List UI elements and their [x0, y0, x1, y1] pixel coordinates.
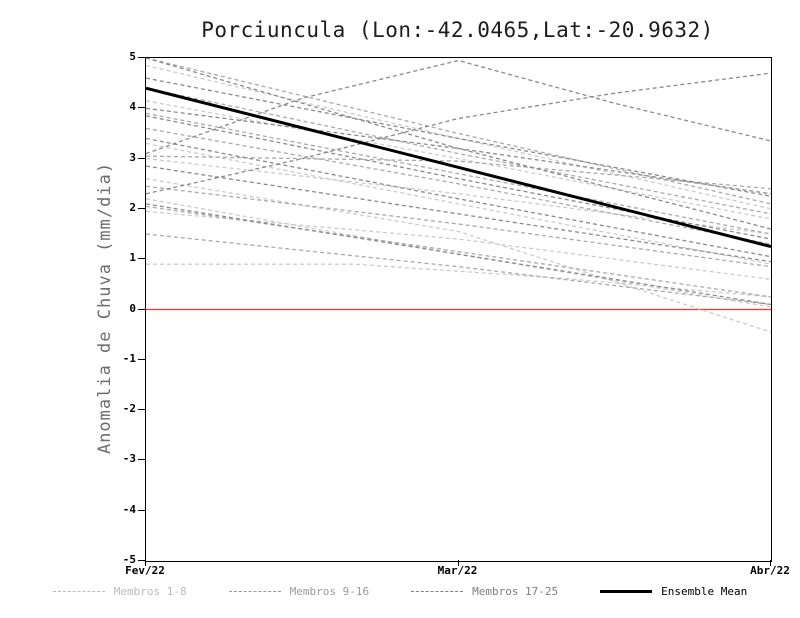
y-tick-mark: [138, 57, 145, 58]
series-membro-11: [146, 185, 771, 268]
legend-line-sample: [52, 591, 105, 592]
series-ensemble-mean: [146, 86, 771, 249]
legend-item-membros-17-25: Membros 17-25: [411, 585, 558, 598]
y-tick-mark: [138, 308, 145, 310]
series-membro-20: [146, 115, 771, 240]
y-tick-mark: [138, 157, 145, 159]
y-tick-label: -4: [122, 502, 136, 516]
x-tick-mark: [145, 560, 146, 566]
y-tick-mark: [138, 258, 145, 260]
legend-label: Membros 9-16: [289, 585, 370, 598]
legend-item-membros-1-8: Membros 1-8: [52, 585, 187, 598]
y-tick-mark: [138, 207, 145, 209]
series-membro-24: [146, 203, 771, 306]
series-membro-4: [146, 100, 771, 220]
y-tick-label: 3: [129, 150, 136, 164]
y-tick-mark: [138, 509, 145, 511]
y-tick-label: -2: [122, 402, 136, 416]
series-membro-18: [146, 59, 771, 155]
series-membro-2: [146, 178, 771, 333]
y-tick-mark: [138, 107, 145, 109]
series-membro-21: [146, 165, 771, 263]
x-tick-mark: [457, 560, 459, 566]
y-tick-mark: [138, 358, 145, 360]
y-tick-mark: [138, 459, 145, 461]
legend-label: Membros 1-8: [113, 585, 187, 598]
y-tick-label: -3: [122, 452, 136, 466]
legend-line-sample: [228, 591, 281, 592]
series-membro-23: [146, 137, 771, 258]
legend-label: Ensemble Mean: [661, 585, 748, 598]
series-membro-16: [146, 58, 771, 205]
x-tick-label: Abr/22: [750, 564, 790, 577]
series-membro-19: [146, 72, 771, 195]
series-membro-12: [146, 87, 771, 215]
y-tick-mark: [138, 409, 145, 411]
y-tick-label: 1: [129, 251, 136, 265]
series-membro-9: [146, 112, 771, 235]
x-tick-label: Fev/22: [125, 564, 165, 577]
y-tick-label: 5: [129, 50, 136, 63]
x-tick-mark: [770, 560, 771, 566]
y-tick-label: 2: [129, 200, 136, 214]
series-membro-25: [146, 77, 771, 197]
series-membro-6: [146, 64, 771, 210]
legend-item-ensemble-mean: Ensemble Mean: [600, 585, 747, 598]
y-tick-mark: [138, 560, 145, 561]
series-membro-14: [146, 127, 771, 245]
series-membro-22: [146, 58, 771, 230]
legend-line-sample: [600, 590, 653, 593]
legend-line-sample: [411, 591, 464, 592]
series-membro-15: [146, 233, 771, 306]
series-membro-5: [146, 198, 771, 308]
legend-item-membros-9-16: Membros 9-16: [228, 585, 370, 598]
plot-svg: [146, 58, 771, 333]
y-tick-label: 4: [129, 100, 136, 114]
series-membro-10: [146, 155, 771, 190]
series-membro-13: [146, 205, 771, 298]
x-tick-label: Mar/22: [437, 564, 478, 577]
plot-area: [145, 57, 772, 562]
legend: Membros 1-8 Membros 9-16 Membros 17-25 Ense…: [0, 585, 800, 598]
series-membro-3: [146, 142, 771, 265]
chart-title: Porciuncula (Lon:-42.0465,Lat:-20.9632): [201, 18, 714, 42]
legend-label: Membros 17-25: [472, 585, 559, 598]
series-membro-1: [146, 263, 771, 298]
y-tick-label: -5: [122, 553, 136, 566]
y-tick-label: -1: [122, 351, 136, 365]
y-tick-label: 0: [129, 301, 136, 315]
